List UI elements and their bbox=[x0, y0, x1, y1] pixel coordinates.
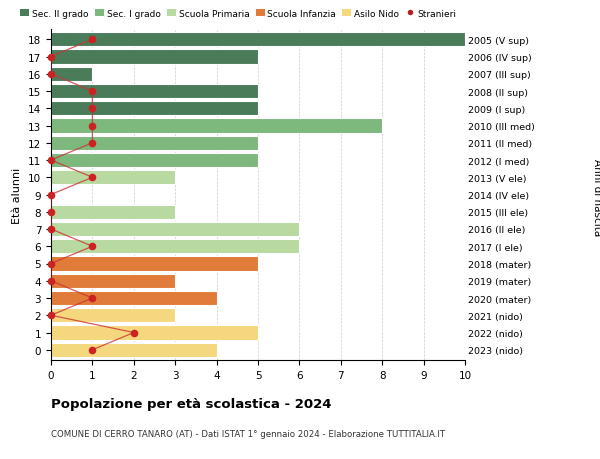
Point bbox=[88, 174, 97, 181]
Bar bbox=[51, 205, 175, 219]
Point bbox=[46, 157, 56, 164]
Point bbox=[88, 140, 97, 147]
Point bbox=[88, 295, 97, 302]
Bar bbox=[51, 33, 465, 47]
Point bbox=[88, 243, 97, 251]
Point bbox=[88, 37, 97, 44]
Bar bbox=[51, 85, 258, 99]
Bar bbox=[51, 223, 299, 236]
Bar bbox=[51, 326, 258, 340]
Text: Popolazione per età scolastica - 2024: Popolazione per età scolastica - 2024 bbox=[51, 397, 331, 410]
Point bbox=[46, 208, 56, 216]
Text: COMUNE DI CERRO TANARO (AT) - Dati ISTAT 1° gennaio 2024 - Elaborazione TUTTITAL: COMUNE DI CERRO TANARO (AT) - Dati ISTAT… bbox=[51, 429, 445, 438]
Point bbox=[88, 123, 97, 130]
Point bbox=[46, 260, 56, 268]
Bar bbox=[51, 308, 175, 323]
Bar bbox=[51, 257, 258, 271]
Point bbox=[46, 277, 56, 285]
Text: Anni di nascita: Anni di nascita bbox=[592, 159, 600, 236]
Bar bbox=[51, 102, 258, 116]
Bar bbox=[51, 274, 175, 288]
Point bbox=[46, 191, 56, 199]
Point bbox=[88, 88, 97, 95]
Bar bbox=[51, 171, 175, 185]
Bar bbox=[51, 343, 217, 357]
Bar bbox=[51, 240, 299, 254]
Point bbox=[46, 226, 56, 233]
Bar bbox=[51, 154, 258, 168]
Bar bbox=[51, 67, 92, 82]
Point bbox=[46, 312, 56, 319]
Point bbox=[88, 106, 97, 113]
Y-axis label: Età alunni: Età alunni bbox=[13, 167, 22, 223]
Bar bbox=[51, 119, 382, 133]
Point bbox=[46, 54, 56, 61]
Point bbox=[88, 346, 97, 353]
Legend: Sec. II grado, Sec. I grado, Scuola Primaria, Scuola Infanzia, Asilo Nido, Stran: Sec. II grado, Sec. I grado, Scuola Prim… bbox=[20, 10, 456, 18]
Bar bbox=[51, 136, 258, 151]
Bar bbox=[51, 50, 258, 64]
Point bbox=[46, 71, 56, 78]
Point bbox=[129, 329, 139, 336]
Bar bbox=[51, 291, 217, 305]
